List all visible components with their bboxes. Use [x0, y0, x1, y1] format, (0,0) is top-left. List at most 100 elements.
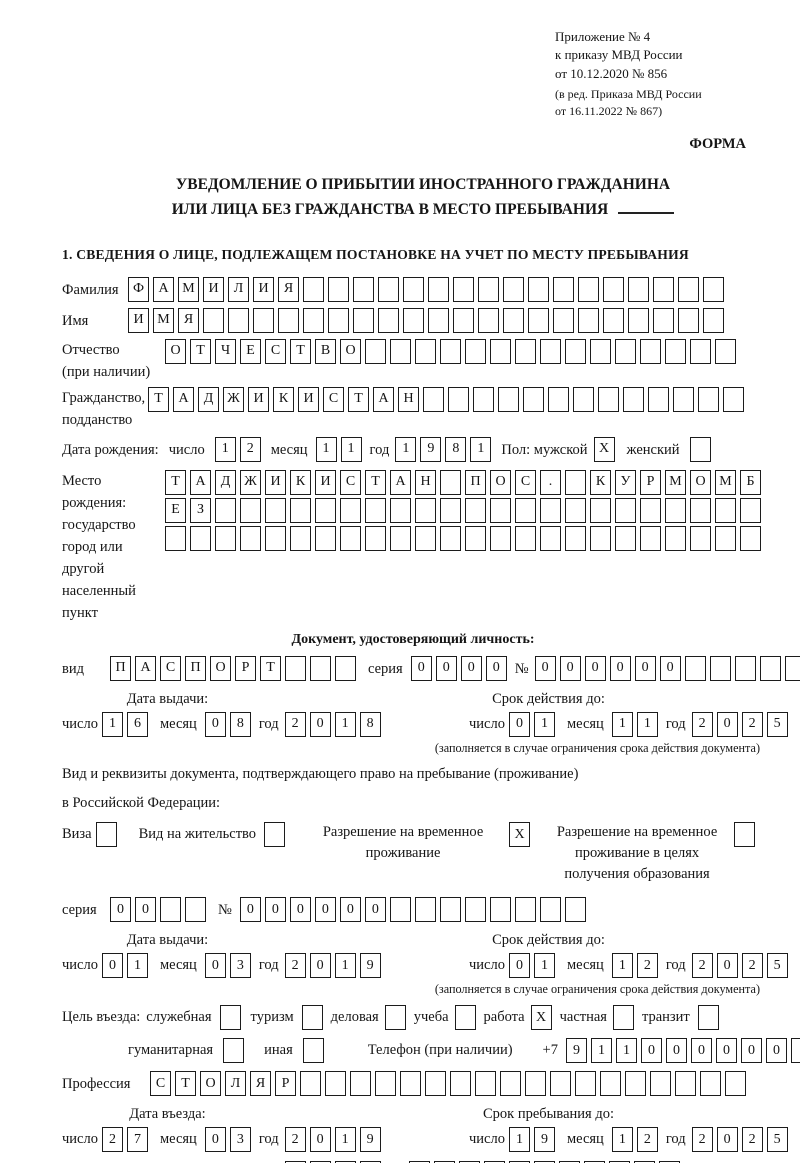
surname-boxes-cell[interactable] — [678, 276, 699, 302]
surname-boxes-cell[interactable]: И — [253, 276, 274, 302]
permit-valid-day-cell[interactable]: 1 — [533, 953, 555, 979]
permit-issue-day-cell[interactable]: 0 — [101, 953, 123, 979]
birth-place-row3-cell[interactable] — [365, 525, 386, 551]
permit-valid-year-cell[interactable]: 5 — [766, 953, 788, 979]
patronymic-boxes-cell[interactable]: Е — [240, 338, 261, 364]
birth-year-boxes-cell[interactable]: 1 — [395, 436, 417, 462]
profession-boxes-cell[interactable] — [450, 1071, 471, 1097]
migration-seriya-boxes-cell[interactable]: 0 — [284, 1161, 306, 1163]
given-name-boxes-cell[interactable] — [353, 307, 374, 333]
doc-type-boxes-cell[interactable]: П — [185, 655, 206, 681]
doc-type-boxes-cell[interactable]: С — [160, 655, 181, 681]
birth-place-row1-cell[interactable]: К — [290, 469, 311, 495]
temp-residence-checkbox-cell[interactable]: X — [509, 822, 531, 848]
citizenship-boxes-cell[interactable] — [498, 386, 519, 412]
birth-place-row2-cell[interactable] — [265, 497, 286, 523]
birth-place-row3-cell[interactable] — [165, 525, 186, 551]
doc-issue-month-cell[interactable]: 0 — [204, 711, 226, 737]
doc-type-boxes-cell[interactable]: П — [110, 655, 131, 681]
profession-boxes-cell[interactable]: Я — [250, 1071, 271, 1097]
given-name-boxes-cell[interactable] — [678, 307, 699, 333]
purpose-business-checkbox-cell[interactable] — [384, 1005, 406, 1031]
doc-valid-day-cell[interactable]: 1 — [533, 711, 555, 737]
birth-place-row3-cell[interactable] — [215, 525, 236, 551]
phone-digits-boxes-cell[interactable]: 0 — [640, 1038, 662, 1064]
birth-place-row1-cell[interactable]: И — [265, 469, 286, 495]
surname-boxes-cell[interactable]: Л — [228, 276, 249, 302]
birth-place-row1-cell[interactable]: Т — [165, 469, 186, 495]
profession-boxes-cell[interactable] — [375, 1071, 396, 1097]
doc-number-boxes-cell[interactable] — [734, 655, 756, 681]
birth-place-row3-cell[interactable] — [415, 525, 436, 551]
migration-number-boxes-cell[interactable]: 0 — [458, 1161, 480, 1163]
purpose-official-checkbox-cell[interactable] — [219, 1005, 241, 1031]
purpose-humanitarian-checkbox-cell[interactable] — [223, 1038, 245, 1064]
birth-place-row1-cell[interactable]: И — [315, 469, 336, 495]
birth-day-boxes-cell[interactable]: 1 — [214, 436, 236, 462]
given-name-boxes-cell[interactable] — [603, 307, 624, 333]
doc-seriya-boxes-cell[interactable]: 0 — [460, 655, 482, 681]
birth-place-row1-cell[interactable] — [565, 469, 586, 495]
doc-number-boxes-cell[interactable]: 0 — [534, 655, 556, 681]
citizenship-boxes-cell[interactable] — [423, 386, 444, 412]
permit-issue-year-cell[interactable]: 1 — [334, 953, 356, 979]
given-name-boxes-cell[interactable] — [628, 307, 649, 333]
doc-valid-year-cell[interactable]: 2 — [741, 711, 763, 737]
doc-issue-day-cell[interactable]: 1 — [101, 711, 123, 737]
citizenship-boxes-cell[interactable]: И — [298, 386, 319, 412]
given-name-boxes-cell[interactable] — [228, 307, 249, 333]
doc-seriya-boxes-cell[interactable]: 0 — [435, 655, 457, 681]
birth-place-row2-cell[interactable] — [640, 497, 661, 523]
patronymic-boxes-cell[interactable] — [665, 338, 686, 364]
patronymic-boxes-cell[interactable] — [690, 338, 711, 364]
permit-number-boxes-cell[interactable]: 0 — [239, 897, 261, 923]
birth-place-row3-cell[interactable] — [515, 525, 536, 551]
birth-place-row3-cell[interactable] — [540, 525, 561, 551]
permit-valid-month-cell[interactable]: 1 — [611, 953, 633, 979]
permit-number-boxes-cell[interactable] — [464, 897, 486, 923]
doc-type-boxes-cell[interactable] — [310, 655, 331, 681]
birth-place-row3-cell[interactable] — [465, 525, 486, 551]
surname-boxes-cell[interactable]: А — [153, 276, 174, 302]
surname-boxes-cell[interactable]: Я — [278, 276, 299, 302]
citizenship-boxes-cell[interactable]: К — [273, 386, 294, 412]
citizenship-boxes-cell[interactable]: С — [323, 386, 344, 412]
birth-place-row3-cell[interactable] — [590, 525, 611, 551]
purpose-other-checkbox-cell[interactable] — [302, 1038, 324, 1064]
surname-boxes-cell[interactable] — [453, 276, 474, 302]
permit-issue-month-cell[interactable]: 0 — [204, 953, 226, 979]
migration-number-boxes-cell[interactable]: 0 — [408, 1161, 430, 1163]
birth-place-row1-cell[interactable] — [440, 469, 461, 495]
birth-place-row1-cell[interactable]: М — [665, 469, 686, 495]
profession-boxes-cell[interactable] — [550, 1071, 571, 1097]
patronymic-boxes-cell[interactable] — [540, 338, 561, 364]
permit-number-boxes-cell[interactable] — [389, 897, 411, 923]
birth-place-row2-cell[interactable]: Е — [165, 497, 186, 523]
profession-boxes-cell[interactable] — [650, 1071, 671, 1097]
profession-boxes-cell[interactable] — [400, 1071, 421, 1097]
entry-year-cell[interactable]: 1 — [334, 1127, 356, 1153]
purpose-tourism-checkbox-cell[interactable] — [301, 1005, 323, 1031]
birth-year-boxes-cell[interactable]: 1 — [470, 436, 492, 462]
doc-number-boxes-cell[interactable]: 0 — [609, 655, 631, 681]
permit-valid-year-cell[interactable]: 2 — [691, 953, 713, 979]
patronymic-boxes-cell[interactable]: В — [315, 338, 336, 364]
permit-number-boxes-cell[interactable] — [439, 897, 461, 923]
given-name-boxes-cell[interactable] — [253, 307, 274, 333]
surname-boxes-cell[interactable] — [703, 276, 724, 302]
permit-seriya-boxes-cell[interactable] — [185, 897, 206, 923]
migration-number-boxes-cell[interactable] — [583, 1161, 605, 1163]
permit-issue-year-cell[interactable]: 0 — [309, 953, 331, 979]
stay-day-cell[interactable]: 1 — [508, 1127, 530, 1153]
purpose-work-checkbox-cell[interactable]: X — [530, 1005, 552, 1031]
stay-month-cell[interactable]: 1 — [611, 1127, 633, 1153]
doc-type-boxes-cell[interactable] — [335, 655, 356, 681]
birth-day-boxes-cell[interactable]: 2 — [239, 436, 261, 462]
sex-male-checkbox-cell[interactable]: X — [593, 436, 615, 462]
permit-number-boxes-cell[interactable]: 0 — [364, 897, 386, 923]
doc-issue-day-cell[interactable]: 6 — [126, 711, 148, 737]
profession-boxes-cell[interactable]: С — [150, 1071, 171, 1097]
birth-place-row1-cell[interactable]: А — [390, 469, 411, 495]
purpose-study-checkbox-cell[interactable] — [454, 1005, 476, 1031]
residence-permit-checkbox-cell[interactable] — [264, 822, 286, 848]
